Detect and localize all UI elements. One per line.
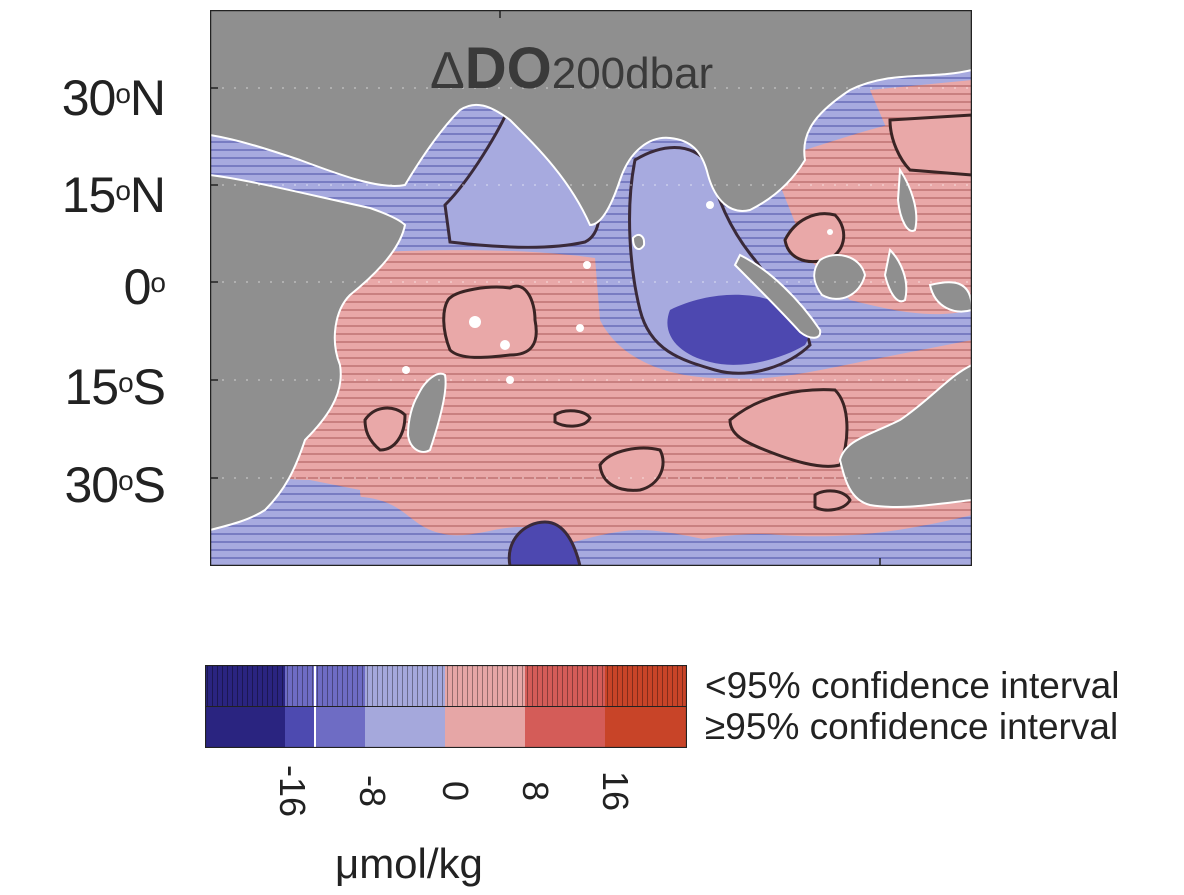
australia-landmass (838, 363, 972, 509)
positive-patch-northeast (783, 212, 846, 264)
colorbar-hatch-3 (445, 665, 525, 707)
borneo-landmass (813, 254, 867, 300)
colorbar-tick-16: 16 (595, 770, 636, 812)
sulawesi-landmass (883, 247, 908, 303)
asia-landmass (210, 10, 972, 227)
colorbar-hatch-0 (205, 665, 285, 707)
southern-negative-blob (507, 520, 582, 566)
sumatra-landmass (733, 253, 822, 339)
lat-label-15n: 15oN (61, 167, 166, 223)
colorbar-tick-0: 0 (435, 780, 476, 802)
colorbar-hatch-5 (605, 665, 687, 707)
colorbar-hatch-1 (285, 665, 365, 707)
colorbar-cell-bottom-2 (365, 706, 445, 748)
colorbar-tick-minus16: -16 (272, 764, 313, 818)
colorbar-hatch-2 (365, 665, 445, 707)
positive-patch-small (553, 409, 592, 428)
africa-landmass (210, 173, 407, 532)
title-sub: 200dbar (551, 49, 714, 98)
lat-label-30n: 30oN (61, 70, 166, 126)
colorbar-hatch-4 (525, 665, 605, 707)
colorbar-units: μmol/kg (335, 840, 483, 887)
colorbar-tick-8: 8 (515, 780, 556, 802)
lat-label-30s: 30oS (64, 457, 166, 513)
colorbar-cell-bottom-5 (605, 706, 687, 748)
legend-significant: ≥95% confidence interval (705, 706, 1119, 747)
positive-hatched-region (230, 250, 972, 556)
colorbar-cell-bottom-3 (445, 706, 525, 748)
colorbar-cell-bottom-0 (205, 706, 285, 748)
sri-lanka-landmass (631, 233, 646, 251)
lat-label-15s: 15oS (64, 359, 166, 415)
colorbar-cell-bottom-4 (525, 706, 605, 748)
colorbar (205, 665, 687, 748)
positive-patch-australia-south (813, 489, 852, 512)
map-title: ΔDO200dbar (430, 35, 713, 102)
colorbar-cell-bottom-split (285, 706, 315, 748)
positive-patch-far-northeast (888, 113, 972, 177)
madagascar-landmass (406, 372, 447, 453)
indian-ocean-map (210, 10, 972, 566)
positive-patch-west (363, 406, 407, 452)
positive-patch-central (442, 284, 538, 359)
southern-negative-band (210, 496, 972, 566)
lat-label-0: 0o (123, 259, 166, 315)
southeast-asia-islands (896, 166, 918, 232)
title-main: DO (464, 36, 552, 101)
colorbar-tick-minus8: -8 (352, 774, 393, 807)
strong-negative-core (667, 294, 809, 365)
title-symbol: Δ (430, 42, 465, 100)
legend-not-significant: <95% confidence interval (705, 665, 1120, 706)
positive-patch-south (598, 446, 665, 492)
